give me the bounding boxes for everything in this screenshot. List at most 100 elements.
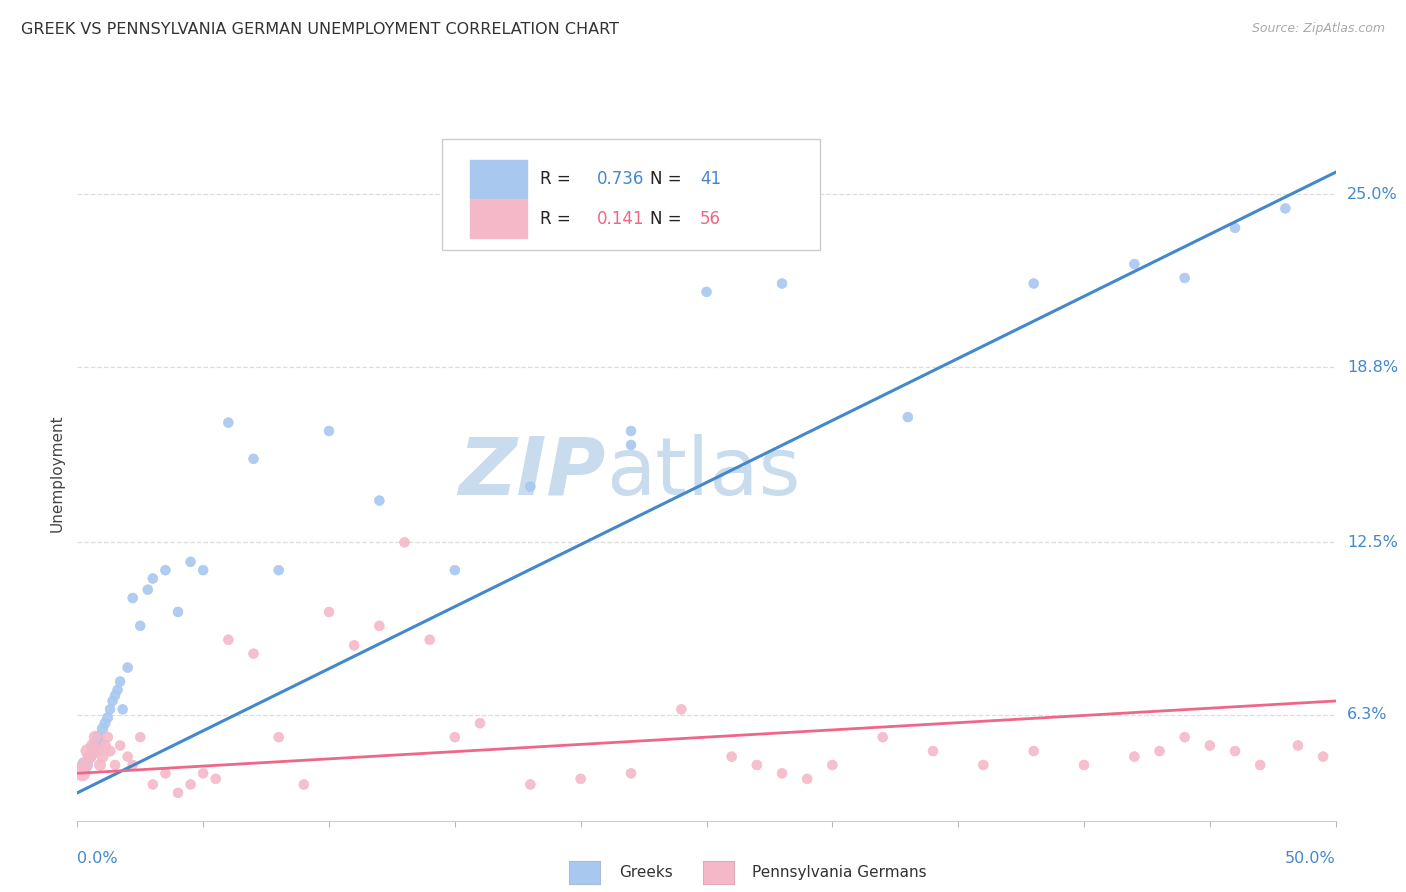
- Point: [1223, 744, 1246, 758]
- Text: 50.0%: 50.0%: [1285, 851, 1336, 866]
- FancyBboxPatch shape: [470, 160, 527, 198]
- Text: 0.0%: 0.0%: [77, 851, 118, 866]
- Text: ZIP: ZIP: [458, 434, 606, 512]
- Point: [107, 682, 129, 697]
- Point: [444, 563, 467, 577]
- Point: [204, 772, 226, 786]
- Point: [104, 689, 127, 703]
- Point: [180, 777, 202, 791]
- Point: [79, 749, 101, 764]
- Text: 18.8%: 18.8%: [1347, 359, 1398, 375]
- Text: R =: R =: [540, 210, 582, 227]
- Point: [519, 777, 541, 791]
- Point: [770, 277, 793, 291]
- Point: [73, 758, 96, 772]
- Point: [73, 758, 96, 772]
- Point: [922, 744, 945, 758]
- Point: [720, 749, 742, 764]
- Text: 41: 41: [700, 170, 721, 188]
- Point: [121, 758, 143, 772]
- Point: [98, 744, 121, 758]
- Point: [1022, 744, 1045, 758]
- Point: [180, 555, 202, 569]
- Point: [76, 744, 98, 758]
- Point: [1223, 220, 1246, 235]
- FancyBboxPatch shape: [470, 199, 527, 237]
- Point: [94, 716, 117, 731]
- Point: [217, 632, 239, 647]
- Point: [1312, 749, 1334, 764]
- Point: [444, 730, 467, 744]
- Point: [1022, 277, 1045, 291]
- Point: [1274, 202, 1296, 216]
- Point: [267, 730, 290, 744]
- Point: [108, 739, 131, 753]
- Text: 0.141: 0.141: [598, 210, 644, 227]
- Point: [1198, 739, 1220, 753]
- Point: [104, 758, 127, 772]
- Point: [267, 563, 290, 577]
- Point: [86, 744, 108, 758]
- Point: [191, 563, 215, 577]
- Point: [89, 758, 111, 772]
- Point: [155, 563, 177, 577]
- Point: [419, 632, 441, 647]
- Text: Greeks: Greeks: [619, 865, 672, 880]
- Point: [86, 730, 108, 744]
- Point: [217, 416, 239, 430]
- Point: [129, 619, 152, 633]
- Point: [94, 739, 117, 753]
- Point: [1174, 271, 1197, 285]
- Point: [368, 493, 391, 508]
- Point: [242, 451, 264, 466]
- Point: [468, 716, 491, 731]
- Point: [142, 777, 165, 791]
- Point: [1123, 749, 1146, 764]
- Point: [796, 772, 818, 786]
- Point: [79, 749, 101, 764]
- Point: [72, 766, 94, 780]
- Text: Pennsylvania Germans: Pennsylvania Germans: [752, 865, 927, 880]
- Point: [96, 730, 118, 744]
- Point: [1286, 739, 1309, 753]
- Point: [191, 766, 215, 780]
- Point: [368, 619, 391, 633]
- Point: [89, 736, 111, 750]
- Point: [98, 702, 121, 716]
- Point: [136, 582, 159, 597]
- Text: R =: R =: [540, 170, 576, 188]
- Point: [1123, 257, 1146, 271]
- Point: [745, 758, 768, 772]
- Point: [111, 702, 134, 716]
- Point: [84, 730, 107, 744]
- Text: N =: N =: [650, 170, 686, 188]
- Point: [821, 758, 844, 772]
- Text: 12.5%: 12.5%: [1347, 535, 1398, 549]
- Text: Source: ZipAtlas.com: Source: ZipAtlas.com: [1251, 22, 1385, 36]
- Point: [167, 786, 190, 800]
- Text: 25.0%: 25.0%: [1347, 187, 1398, 202]
- Point: [318, 424, 340, 438]
- Point: [91, 722, 114, 736]
- Point: [1149, 744, 1171, 758]
- Point: [142, 572, 165, 586]
- Point: [121, 591, 143, 605]
- Point: [569, 772, 592, 786]
- FancyBboxPatch shape: [443, 139, 820, 250]
- Point: [620, 766, 643, 780]
- Point: [972, 758, 994, 772]
- Text: 6.3%: 6.3%: [1347, 707, 1388, 723]
- Point: [519, 480, 541, 494]
- Point: [394, 535, 416, 549]
- Point: [1174, 730, 1197, 744]
- Point: [620, 424, 643, 438]
- Point: [117, 660, 139, 674]
- Point: [155, 766, 177, 780]
- Point: [671, 702, 693, 716]
- Point: [129, 730, 152, 744]
- Point: [82, 739, 104, 753]
- Point: [242, 647, 264, 661]
- Point: [117, 749, 139, 764]
- Y-axis label: Unemployment: Unemployment: [49, 414, 65, 532]
- Point: [770, 766, 793, 780]
